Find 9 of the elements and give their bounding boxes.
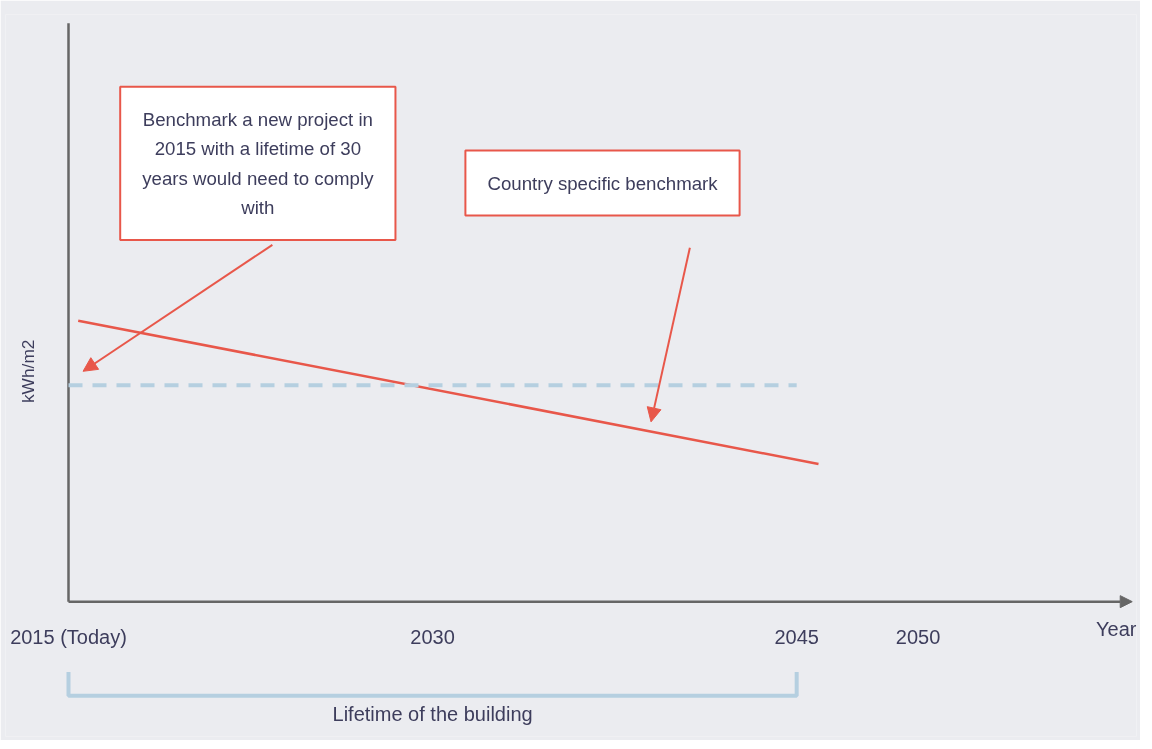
y-axis-title: kWh/m2: [17, 339, 38, 404]
text: Lifetime of the building: [332, 703, 533, 726]
text: Country specific benchmark: [487, 172, 719, 194]
x-tick-label: 2045: [774, 625, 819, 648]
x-tick-label: 2015 (Today): [10, 625, 127, 648]
text: Benchmark a new project in 2015 with a lifetime of 30 years would need to comply with: [142, 108, 375, 218]
x-axis-title: Year: [1096, 617, 1137, 640]
x-tick-label: 2030: [410, 625, 455, 648]
x-tick-label: 2050: [895, 625, 941, 648]
